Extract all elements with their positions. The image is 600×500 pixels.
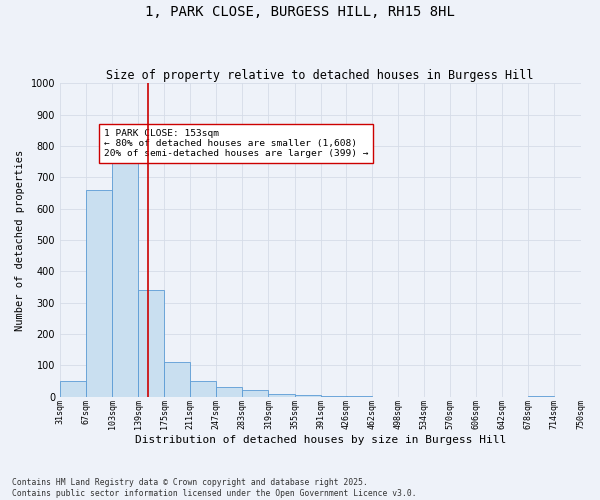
Bar	[242, 390, 268, 396]
Bar	[295, 395, 320, 396]
Bar	[268, 394, 295, 396]
Bar	[164, 362, 190, 396]
Bar	[138, 290, 164, 397]
Text: 1, PARK CLOSE, BURGESS HILL, RH15 8HL: 1, PARK CLOSE, BURGESS HILL, RH15 8HL	[145, 5, 455, 19]
Y-axis label: Number of detached properties: Number of detached properties	[15, 150, 25, 330]
Bar	[217, 388, 242, 396]
Bar	[86, 190, 112, 396]
Text: 1 PARK CLOSE: 153sqm
← 80% of detached houses are smaller (1,608)
20% of semi-de: 1 PARK CLOSE: 153sqm ← 80% of detached h…	[104, 128, 368, 158]
X-axis label: Distribution of detached houses by size in Burgess Hill: Distribution of detached houses by size …	[134, 435, 506, 445]
Title: Size of property relative to detached houses in Burgess Hill: Size of property relative to detached ho…	[106, 69, 534, 82]
Bar	[112, 158, 138, 396]
Text: Contains HM Land Registry data © Crown copyright and database right 2025.
Contai: Contains HM Land Registry data © Crown c…	[12, 478, 416, 498]
Bar	[190, 381, 217, 396]
Bar	[60, 381, 86, 396]
